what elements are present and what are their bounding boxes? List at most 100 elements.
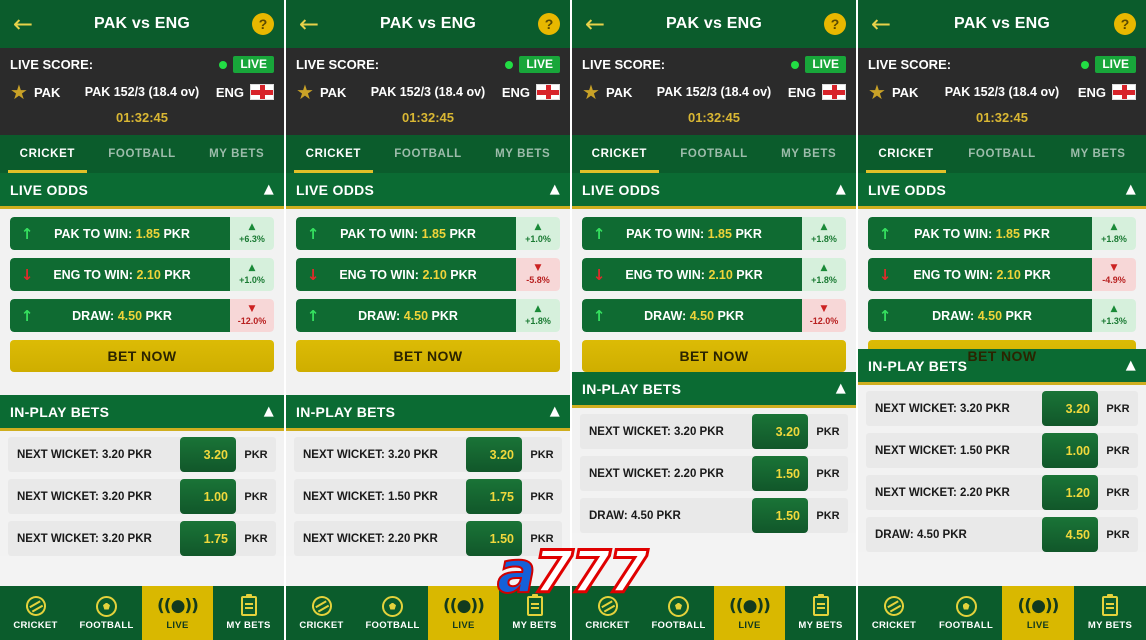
in-play-bet-row[interactable]: NEXT WICKET: 3.20 PKR 1.00 PKR: [8, 479, 276, 514]
bet-odd-button[interactable]: 1.00: [180, 479, 236, 514]
nav-item-football[interactable]: FOOTBALL: [930, 586, 1002, 640]
in-play-bet-row[interactable]: NEXT WICKET: 2.20 PKR 1.20 PKR: [866, 475, 1138, 510]
bet-odd-button[interactable]: 4.50: [1042, 517, 1098, 552]
tab-football[interactable]: FOOTBALL: [394, 148, 462, 160]
help-icon[interactable]: ?: [824, 13, 846, 35]
tab-football[interactable]: FOOTBALL: [968, 148, 1036, 160]
help-icon[interactable]: ?: [538, 13, 560, 35]
live-odds-header[interactable]: LIVE ODDS ▲: [286, 173, 570, 209]
in-play-header[interactable]: IN-PLAY BETS ▲: [286, 395, 570, 431]
odds-selection[interactable]: ↑ PAK TO WIN: 1.85 PKR: [582, 217, 802, 250]
odds-selection[interactable]: ↑ PAK TO WIN: 1.85 PKR: [10, 217, 230, 250]
live-odds-header[interactable]: LIVE ODDS ▲: [572, 173, 856, 209]
chevron-up-icon[interactable]: ▲: [263, 404, 274, 419]
odds-row[interactable]: ↓ ENG TO WIN: 2.10 PKR ▲ +1.0%: [10, 258, 274, 291]
tab-my-bets[interactable]: MY BETS: [781, 148, 837, 160]
chevron-up-icon[interactable]: ▲: [835, 381, 846, 396]
bet-odd-button[interactable]: 1.50: [752, 456, 808, 491]
odds-selection[interactable]: ↑ PAK TO WIN: 1.85 PKR: [868, 217, 1092, 250]
in-play-bet-row[interactable]: NEXT WICKET: 3.20 PKR 3.20 PKR: [8, 437, 276, 472]
chevron-up-icon[interactable]: ▲: [1125, 358, 1136, 373]
nav-item-cricket[interactable]: CRICKET: [572, 586, 643, 640]
back-arrow-icon[interactable]: ←: [584, 10, 606, 38]
nav-item-live[interactable]: ((●)) LIVE: [1002, 586, 1074, 640]
in-play-bet-row[interactable]: NEXT WICKET: 3.20 PKR 3.20 PKR: [580, 414, 848, 449]
bet-odd-button[interactable]: 1.75: [466, 479, 522, 514]
tab-football[interactable]: FOOTBALL: [108, 148, 176, 160]
odds-selection[interactable]: ↑ DRAW: 4.50 PKR: [582, 299, 802, 332]
bet-now-button[interactable]: BET NOW: [582, 340, 846, 372]
in-play-bet-row[interactable]: DRAW: 4.50 PKR 4.50 PKR: [866, 517, 1138, 552]
bet-odd-button[interactable]: 3.20: [180, 437, 236, 472]
in-play-bet-row[interactable]: NEXT WICKET: 1.50 PKR 1.00 PKR: [866, 433, 1138, 468]
bet-odd-button[interactable]: 3.20: [752, 414, 808, 449]
nav-item-my-bets[interactable]: MY BETS: [1074, 586, 1146, 640]
live-odds-header[interactable]: LIVE ODDS ▲: [0, 173, 284, 209]
chevron-up-icon[interactable]: ▲: [835, 182, 846, 197]
odds-selection[interactable]: ↓ ENG TO WIN: 2.10 PKR: [582, 258, 802, 291]
bet-odd-button[interactable]: 3.20: [1042, 391, 1098, 426]
back-arrow-icon[interactable]: ←: [12, 10, 34, 38]
odds-row[interactable]: ↑ PAK TO WIN: 1.85 PKR ▲ +6.3%: [10, 217, 274, 250]
nav-item-football[interactable]: FOOTBALL: [357, 586, 428, 640]
nav-item-cricket[interactable]: CRICKET: [0, 586, 71, 640]
back-arrow-icon[interactable]: ←: [298, 10, 320, 38]
bet-odd-button[interactable]: 1.50: [466, 521, 522, 556]
nav-item-my-bets[interactable]: MY BETS: [785, 586, 856, 640]
tab-my-bets[interactable]: MY BETS: [1070, 148, 1126, 160]
nav-item-cricket[interactable]: CRICKET: [858, 586, 930, 640]
odds-selection[interactable]: ↑ DRAW: 4.50 PKR: [10, 299, 230, 332]
tab-my-bets[interactable]: MY BETS: [209, 148, 265, 160]
nav-item-live[interactable]: ((●)) LIVE: [142, 586, 213, 640]
odds-selection[interactable]: ↓ ENG TO WIN: 2.10 PKR: [868, 258, 1092, 291]
tab-cricket[interactable]: CRICKET: [572, 135, 667, 173]
nav-item-my-bets[interactable]: MY BETS: [499, 586, 570, 640]
nav-item-cricket[interactable]: CRICKET: [286, 586, 357, 640]
odds-selection[interactable]: ↓ ENG TO WIN: 2.10 PKR: [296, 258, 516, 291]
nav-item-my-bets[interactable]: MY BETS: [213, 586, 284, 640]
nav-item-live[interactable]: ((●)) LIVE: [714, 586, 785, 640]
odds-row[interactable]: ↑ PAK TO WIN: 1.85 PKR ▲ +1.0%: [296, 217, 560, 250]
odds-selection[interactable]: ↑ DRAW: 4.50 PKR: [296, 299, 516, 332]
odds-row[interactable]: ↑ DRAW: 4.50 PKR ▲ +1.3%: [868, 299, 1136, 332]
nav-item-football[interactable]: FOOTBALL: [643, 586, 714, 640]
in-play-bet-row[interactable]: NEXT WICKET: 2.20 PKR 1.50 PKR: [580, 456, 848, 491]
bet-odd-button[interactable]: 1.20: [1042, 475, 1098, 510]
odds-selection[interactable]: ↓ ENG TO WIN: 2.10 PKR: [10, 258, 230, 291]
in-play-bet-row[interactable]: NEXT WICKET: 3.20 PKR 1.75 PKR: [8, 521, 276, 556]
tab-cricket[interactable]: CRICKET: [858, 135, 954, 173]
bet-now-button[interactable]: BET NOW: [296, 340, 560, 372]
in-play-header[interactable]: IN-PLAY BETS ▲: [572, 372, 856, 408]
bet-odd-button[interactable]: 1.75: [180, 521, 236, 556]
help-icon[interactable]: ?: [1114, 13, 1136, 35]
odds-row[interactable]: ↑ PAK TO WIN: 1.85 PKR ▲ +1.8%: [582, 217, 846, 250]
in-play-bet-row[interactable]: NEXT WICKET: 1.50 PKR 1.75 PKR: [294, 479, 562, 514]
tab-football[interactable]: FOOTBALL: [680, 148, 748, 160]
nav-item-live[interactable]: ((●)) LIVE: [428, 586, 499, 640]
tab-cricket[interactable]: CRICKET: [0, 135, 95, 173]
bet-now-button[interactable]: BET NOW: [10, 340, 274, 372]
odds-selection[interactable]: ↑ DRAW: 4.50 PKR: [868, 299, 1092, 332]
chevron-up-icon[interactable]: ▲: [263, 182, 274, 197]
bet-odd-button[interactable]: 3.20: [466, 437, 522, 472]
bet-odd-button[interactable]: 1.00: [1042, 433, 1098, 468]
bet-odd-button[interactable]: 1.50: [752, 498, 808, 533]
chevron-up-icon[interactable]: ▲: [549, 404, 560, 419]
help-icon[interactable]: ?: [252, 13, 274, 35]
odds-row[interactable]: ↓ ENG TO WIN: 2.10 PKR ▼ -4.9%: [868, 258, 1136, 291]
odds-row[interactable]: ↑ DRAW: 4.50 PKR ▼ -12.0%: [10, 299, 274, 332]
nav-item-football[interactable]: FOOTBALL: [71, 586, 142, 640]
back-arrow-icon[interactable]: ←: [870, 10, 892, 38]
in-play-bet-row[interactable]: DRAW: 4.50 PKR 1.50 PKR: [580, 498, 848, 533]
chevron-up-icon[interactable]: ▲: [549, 182, 560, 197]
chevron-up-icon[interactable]: ▲: [1125, 182, 1136, 197]
tab-cricket[interactable]: CRICKET: [286, 135, 381, 173]
odds-selection[interactable]: ↑ PAK TO WIN: 1.85 PKR: [296, 217, 516, 250]
odds-row[interactable]: ↓ ENG TO WIN: 2.10 PKR ▲ +1.8%: [582, 258, 846, 291]
odds-row[interactable]: ↑ DRAW: 4.50 PKR ▼ -12.0%: [582, 299, 846, 332]
live-odds-header[interactable]: LIVE ODDS ▲: [858, 173, 1146, 209]
odds-row[interactable]: ↓ ENG TO WIN: 2.10 PKR ▼ -5.8%: [296, 258, 560, 291]
in-play-bet-row[interactable]: NEXT WICKET: 3.20 PKR 3.20 PKR: [866, 391, 1138, 426]
in-play-header[interactable]: IN-PLAY BETS ▲: [0, 395, 284, 431]
tab-my-bets[interactable]: MY BETS: [495, 148, 551, 160]
